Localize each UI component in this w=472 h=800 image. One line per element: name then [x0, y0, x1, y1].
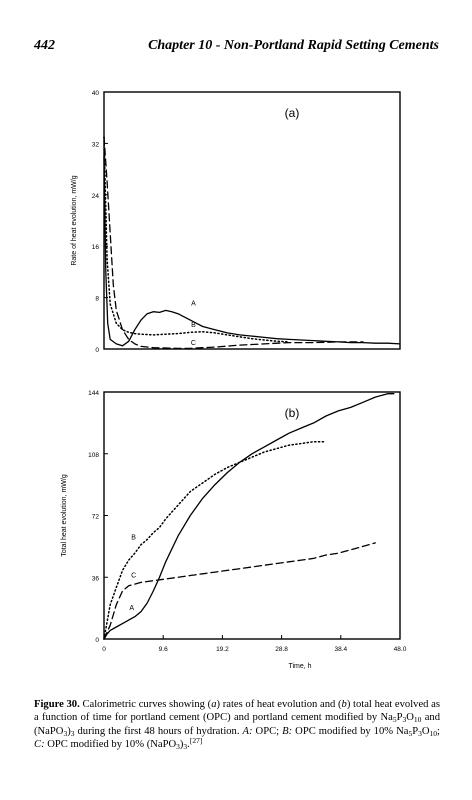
caption-sub: 5 — [408, 728, 413, 738]
caption-sub: 3 — [176, 742, 180, 752]
caption-text: . — [187, 739, 190, 751]
caption-text: ) rates of heat evolution and ( — [216, 699, 342, 710]
y-tick-label: 36 — [92, 575, 100, 582]
series-C-line — [103, 136, 364, 350]
caption-italic: C: — [34, 739, 45, 751]
series-C-line — [103, 542, 376, 640]
chart-b: 0 36 72 108 144 0 9.6 19.2 28.8 38.4 48.0 A B C (b) Tot… — [61, 390, 407, 670]
series-B-line — [103, 440, 327, 640]
y-tick-label: 40 — [92, 90, 100, 97]
caption-text: P — [396, 712, 403, 724]
caption-text: and (NaPO — [34, 712, 441, 737]
caption-text: ) — [67, 725, 71, 737]
y-tick-label: 144 — [88, 390, 99, 397]
page-header: 442 Chapter 10 - Non-Portland Rapid Sett… — [34, 38, 439, 58]
x-tick-label: 28.8 — [275, 646, 288, 653]
caption-sub: 3 — [63, 728, 68, 738]
caption-reference: [27] — [189, 736, 203, 746]
curve-label-A: A — [129, 605, 134, 612]
caption-sub: 3 — [402, 715, 407, 725]
chart-a: 0 8 16 24 32 40 A B C (a) Rate of heat evolution, … — [71, 90, 401, 354]
x-tick-label: 19.2 — [216, 646, 229, 653]
series-B-line — [103, 136, 290, 343]
chapter-title: Chapter 10 - Non-Portland Rapid Setting … — [148, 38, 439, 53]
caption-text: ; — [437, 725, 440, 737]
caption-sub: 3 — [183, 742, 188, 752]
caption-sub: 10 — [429, 728, 438, 738]
figure-caption: Figure 30. Calorimetric curves showing (… — [34, 698, 440, 752]
y-tick-label: 0 — [95, 637, 99, 644]
y-tick-label: 24 — [92, 193, 100, 200]
caption-text: during the first 48 hours of hydration. — [74, 725, 243, 737]
plot-frame — [103, 91, 401, 350]
caption-text: ) — [179, 739, 184, 751]
caption-italic: B: — [282, 725, 293, 737]
caption-sub: 5 — [392, 715, 397, 725]
caption-text: OPC modified by 10% Na — [292, 725, 409, 737]
caption-text: O — [421, 725, 430, 737]
x-tick-label: 9.6 — [159, 646, 168, 653]
caption-sub: 3 — [70, 728, 75, 738]
y-tick-label: 8 — [95, 296, 99, 303]
series-A-line — [103, 393, 395, 640]
x-axis-label: Time, h — [288, 663, 311, 670]
y-tick-label: 0 — [95, 347, 99, 354]
caption-italic: b — [341, 699, 347, 710]
plot-frame — [103, 391, 401, 640]
page-number: 442 — [34, 38, 55, 53]
caption-label: Figure 30. — [34, 699, 80, 710]
caption-text: OPC; — [252, 725, 283, 737]
caption-italic: a — [211, 699, 217, 710]
y-tick-label: 16 — [92, 244, 100, 251]
caption-text: P — [412, 725, 419, 737]
curve-label-A: A — [191, 300, 196, 307]
series-A-line — [103, 155, 401, 347]
x-tick-label: 48.0 — [394, 646, 407, 653]
caption-italic: A: — [242, 725, 253, 737]
curve-label-C: C — [131, 572, 136, 579]
caption-text: Calorimetric curves showing ( — [79, 699, 212, 710]
y-tick-label: 72 — [92, 514, 100, 521]
y-axis-label: Rate of heat evolution, mW/g — [71, 175, 78, 265]
caption-sub: 3 — [418, 728, 422, 738]
caption-text: OPC modified by 10% (NaPO — [44, 739, 177, 751]
x-tick-label: 0 — [102, 646, 106, 653]
y-tick-label: 108 — [88, 452, 99, 459]
panel-label: (a) — [285, 106, 300, 120]
caption-text: ) total heat evolved as a function of ti… — [34, 699, 440, 724]
caption-sub: 10 — [413, 715, 422, 725]
y-tick-label: 32 — [92, 141, 100, 148]
panel-label: (b) — [285, 406, 300, 420]
caption-text: O — [406, 712, 414, 724]
x-tick-label: 38.4 — [334, 646, 347, 653]
curve-label-C: C — [191, 340, 196, 347]
curve-label-B: B — [131, 535, 136, 542]
curve-label-B: B — [191, 322, 196, 329]
y-axis-label: Total heat evolution, mW/g — [61, 474, 68, 557]
